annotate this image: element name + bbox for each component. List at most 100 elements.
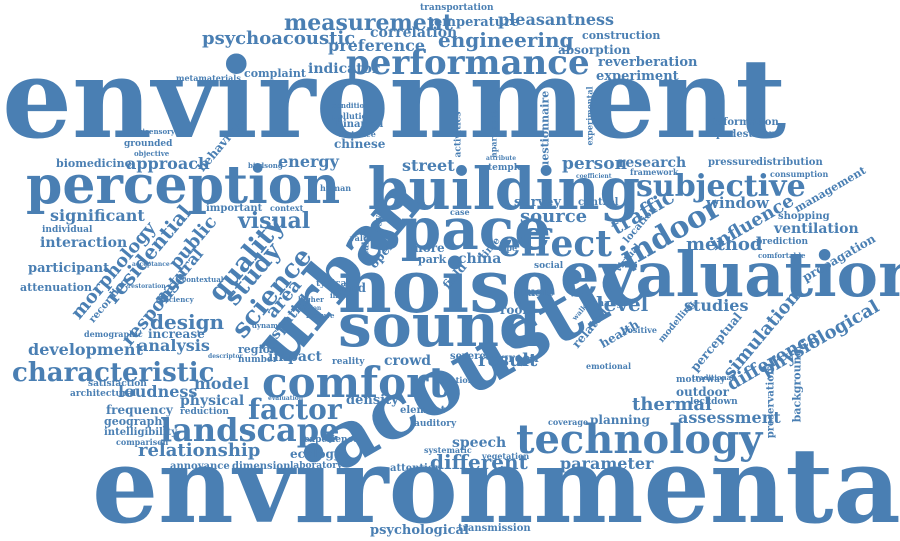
word-comfort: comfort [262, 358, 448, 407]
word-ecology: ecology [290, 447, 341, 461]
word-descriptor: descriptor [208, 353, 243, 360]
word-coverage: coverage [548, 417, 589, 427]
word-increase: increase [148, 327, 205, 341]
word-human: human [320, 183, 352, 193]
word-correlation: correlation [370, 25, 458, 41]
word-interaction: interaction [40, 235, 128, 251]
word-shopping: shopping [778, 211, 830, 222]
word-studies: studies [684, 296, 749, 315]
word-window: window [706, 194, 769, 212]
word-performance: performance [346, 43, 590, 83]
word-parameter: parameter [560, 454, 654, 473]
word-motorway: motorway [676, 375, 726, 385]
word-absorption: absorption [558, 43, 631, 57]
word-psychoacoustic: psychoacoustic [202, 28, 356, 49]
word-attention: attention [390, 463, 442, 474]
word-attribute: attribute [486, 155, 517, 162]
word-condition: condition [332, 101, 370, 110]
word-impact: impact [268, 349, 322, 365]
word-significant: significant [50, 206, 145, 225]
word-evaluation-small: evaluation [268, 395, 304, 402]
word-consumption: consumption [770, 169, 829, 179]
word-development: development [28, 340, 143, 359]
word-feature: feature [306, 311, 335, 320]
word-number: number [238, 355, 278, 365]
word-distribution: distribution [756, 157, 823, 168]
word-approach: approach [126, 154, 210, 173]
word-dimension: dimension [232, 461, 291, 472]
word-demographic: demographic [84, 329, 143, 339]
word-visual: visual [238, 208, 311, 234]
word-contextual: contextual [182, 275, 224, 284]
word-more: more [410, 241, 445, 255]
word-room: room [500, 303, 536, 317]
word-apartment: apartment [488, 110, 499, 158]
word-experimental: experimental [584, 86, 595, 146]
word-type: type [498, 243, 518, 253]
word-park: park [418, 253, 447, 266]
word-characteristic: characteristic [12, 358, 215, 388]
word-space: space [368, 195, 552, 263]
word-questionnaire: questionnaire [538, 90, 552, 177]
word-positive: positive [622, 325, 657, 335]
word-frequency: frequency [106, 403, 173, 417]
word-evaluation: evaluation [560, 238, 900, 311]
word-geography: geography [104, 415, 169, 428]
word-information: information [712, 117, 779, 128]
word-factor: factor [248, 393, 342, 426]
word-context: context [270, 203, 304, 213]
word-systematic: systematic [424, 445, 472, 455]
word-severe: severe [450, 351, 486, 362]
word-design: design [150, 310, 225, 334]
word-system: system [373, 187, 385, 227]
word-assessment: assessment [678, 408, 781, 427]
word-element: element [400, 405, 446, 416]
word-value: value [350, 233, 374, 243]
word-loudness: loudness [118, 382, 198, 401]
word-construction: construction [582, 29, 661, 42]
word-measurement: measurement [284, 10, 453, 36]
word-metamaterials: metamaterials [176, 73, 241, 83]
word-effect: effect [498, 223, 612, 265]
word-temple: temple [488, 163, 523, 173]
word-research: research [618, 155, 687, 171]
word-energy: energy [278, 152, 339, 171]
word-architectural: architectural [70, 389, 137, 399]
word-pleasantness: pleasantness [498, 10, 615, 29]
word-crowd: crowd [384, 353, 432, 369]
word-green: green [500, 351, 539, 365]
word-engineering: engineering [438, 28, 574, 52]
word-reduction: reduction [180, 407, 229, 417]
word-physical: physical [180, 393, 245, 409]
word-preservation: preservation [765, 367, 777, 439]
word-control: control [578, 197, 619, 208]
word-indicator: indicator [308, 61, 380, 77]
word-index: index [330, 291, 352, 300]
word-annoyance: annoyance [170, 461, 230, 472]
word-method: method [686, 234, 763, 255]
word-subjective: subjective [636, 169, 806, 204]
word-density: density [346, 393, 399, 408]
word-wind: wind [334, 281, 367, 295]
word-different: different [430, 450, 528, 474]
word-temperature: temperature [428, 15, 520, 30]
word-analysis: analysis [138, 336, 210, 355]
word-street: street [402, 156, 455, 175]
word-music: music [514, 285, 555, 299]
word-higher: higher [298, 295, 324, 304]
word-pressure: pressure [708, 157, 757, 168]
word-model: model [194, 374, 250, 393]
word-technology: technology [516, 416, 763, 463]
word-person: person [562, 154, 627, 174]
word-source: source [520, 206, 588, 227]
word-transmission: transmission [458, 523, 531, 534]
word-environment: environment [2, 34, 787, 163]
word-sound: sound [338, 291, 541, 361]
word-reality: reality [332, 357, 365, 367]
word-comfortable: comfortable [758, 251, 806, 260]
word-change: change [592, 299, 629, 309]
word-laboratory: laboratory [290, 461, 343, 471]
word-intelligibility: intelligibility [104, 427, 178, 438]
word-relationship: relationship [138, 440, 261, 461]
word-prediction: prediction [756, 237, 809, 247]
